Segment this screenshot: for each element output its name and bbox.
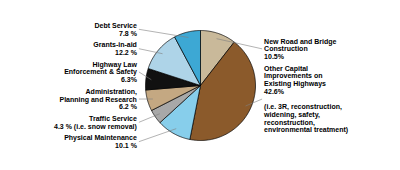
svg-text:Other CapitalImprovements onEx: Other CapitalImprovements onExisting Hig… — [263, 65, 348, 135]
svg-text:New Road and BridgeConstructio: New Road and BridgeConstruction10.5% — [264, 38, 336, 60]
svg-text:Debt Service7.8 %: Debt Service7.8 % — [94, 22, 137, 37]
svg-text:Administration,Planning and Re: Administration,Planning and Research6.2 … — [59, 88, 137, 110]
svg-text:Grants-in-aid12.2 %: Grants-in-aid12.2 % — [93, 41, 137, 56]
svg-text:Traffic Service4.3 % (i.e. sno: Traffic Service4.3 % (i.e. snow removal) — [54, 115, 137, 131]
svg-text:Highway LawEnforcement & Safet: Highway LawEnforcement & Safety6.3% — [64, 61, 138, 83]
svg-text:Physical Maintenance10.1 %: Physical Maintenance10.1 % — [64, 134, 138, 149]
